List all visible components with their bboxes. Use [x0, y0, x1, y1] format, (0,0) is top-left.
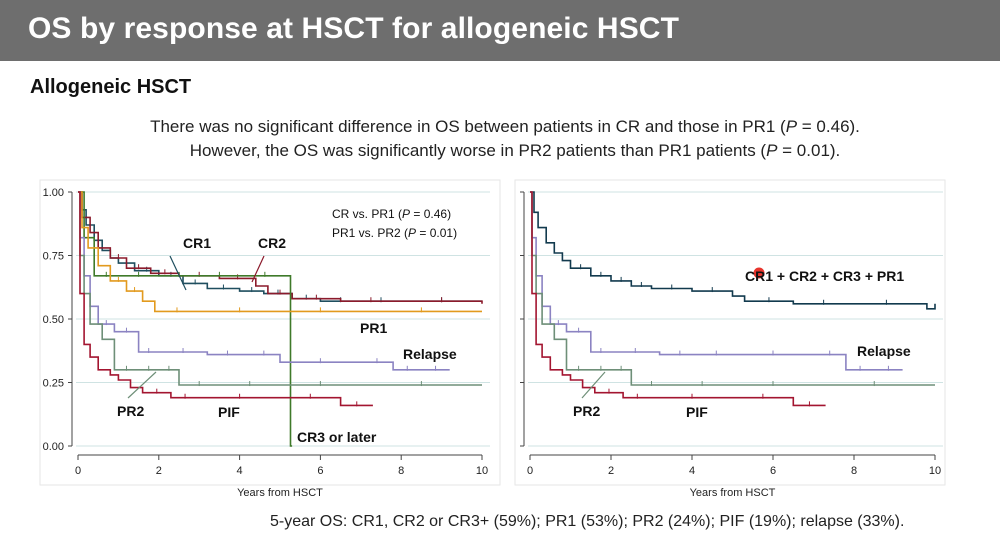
pvalue-pr1-vs-pr2-part: PR1 vs. PR2 (: [332, 226, 408, 240]
label-cr3: CR3 or later: [297, 429, 377, 445]
y-tick-label: 0.50: [43, 314, 64, 326]
series-line-pr2: [78, 191, 482, 386]
label-pif-right: PIF: [686, 404, 708, 420]
label-relapse-right: Relapse: [857, 343, 911, 359]
x-axis-title: Years from HSCT: [690, 487, 776, 499]
intro-line-2-p: P: [766, 141, 778, 160]
pvalue-cr-vs-pr1-part: CR vs. PR1 (: [332, 207, 402, 221]
label-pr1: PR1: [360, 320, 387, 336]
pvalue-pr1-vs-pr2-part: P: [408, 226, 416, 240]
intro-line-1: There was no significant difference in O…: [0, 115, 1000, 139]
series-line-pif: [78, 191, 373, 407]
intro-line-2-pre: However, the OS was significantly worse …: [189, 141, 767, 160]
y-tick-label: 0.00: [43, 441, 64, 453]
x-tick-label: 6: [770, 465, 776, 477]
series-line-combined: [530, 191, 936, 310]
x-tick-label: 10: [476, 465, 488, 477]
label-combined: CR1 + CR2 + CR3 + PR1: [745, 268, 904, 284]
chart-frame-1: [514, 179, 946, 486]
x-tick-label: 2: [156, 465, 162, 477]
intro-line-1-post: = 0.46).: [797, 117, 860, 136]
x-tick-label: 2: [608, 465, 614, 477]
chart-frame-0: [39, 179, 501, 486]
y-tick-label: 1.00: [43, 187, 64, 199]
series-line-pr2: [530, 191, 935, 386]
pvalue-pr1-vs-pr2-part: = 0.01): [416, 226, 457, 240]
x-axis-title: Years from HSCT: [237, 487, 323, 499]
intro-line-1-pre: There was no significant difference in O…: [150, 117, 786, 136]
label-pif: PIF: [218, 404, 240, 420]
x-tick-label: 8: [398, 465, 404, 477]
leader-cr1: [169, 255, 187, 291]
section-heading: Allogeneic HSCT: [30, 76, 192, 98]
intro-line-1-p: P: [785, 117, 798, 136]
series-line-pif: [530, 191, 826, 407]
leader-pr2: [127, 371, 157, 399]
pvalue-cr-vs-pr1-part: P: [402, 207, 410, 221]
x-tick-label: 4: [237, 465, 243, 477]
series-line-pr1: [78, 191, 482, 313]
x-tick-label: 0: [75, 465, 81, 477]
label-pr2-right: PR2: [573, 403, 600, 419]
cursor-dot: [753, 267, 765, 279]
leader-cr2: [251, 255, 265, 283]
slide-title: OS by response at HSCT for allogeneic HS…: [28, 12, 680, 45]
pvalue-cr-vs-pr1: CR vs. PR1 (P = 0.46): [332, 207, 451, 221]
leader-pr2-right: [581, 371, 606, 399]
title-bar: OS by response at HSCT for allogeneic HS…: [0, 0, 1000, 61]
x-tick-label: 6: [317, 465, 323, 477]
label-cr2: CR2: [258, 235, 286, 251]
y-tick-label: 0.75: [43, 251, 64, 263]
pvalue-cr-vs-pr1-part: = 0.46): [410, 207, 451, 221]
x-tick-label: 4: [689, 465, 695, 477]
x-tick-label: 10: [929, 465, 941, 477]
label-cr1: CR1: [183, 235, 211, 251]
intro-line-2: However, the OS was significantly worse …: [0, 139, 1000, 163]
pvalue-pr1-vs-pr2: PR1 vs. PR2 (P = 0.01): [332, 226, 457, 240]
y-tick-label: 0.25: [43, 378, 64, 390]
footer-summary: 5-year OS: CR1, CR2 or CR3+ (59%); PR1 (…: [270, 513, 905, 530]
label-pr2: PR2: [117, 403, 144, 419]
intro-line-2-post: = 0.01).: [777, 141, 841, 160]
x-tick-label: 8: [851, 465, 857, 477]
label-relapse: Relapse: [403, 346, 457, 362]
x-tick-label: 0: [527, 465, 533, 477]
